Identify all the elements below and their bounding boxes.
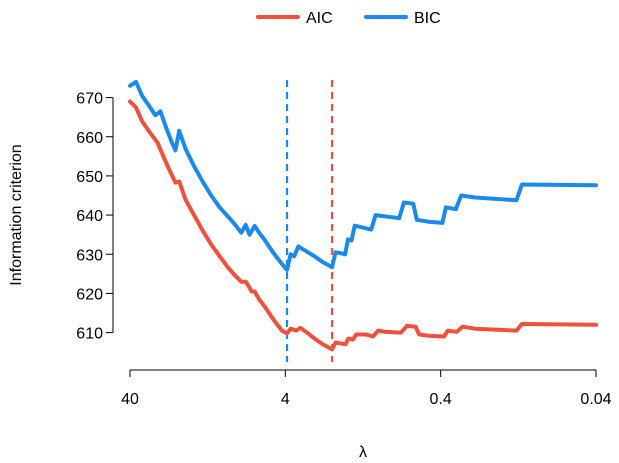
series-line-bic xyxy=(128,79,598,272)
plot-area xyxy=(128,79,598,362)
legend: AIC BIC xyxy=(256,10,441,27)
x-axis-title: λ xyxy=(359,444,367,461)
x-tick-label: 4 xyxy=(281,391,290,408)
y-tick-label: 670 xyxy=(76,91,103,108)
legend-label-aic: AIC xyxy=(306,10,333,27)
series-line-aic xyxy=(128,99,598,352)
x-tick-label: 40 xyxy=(121,391,139,408)
x-tick-label: 0.4 xyxy=(430,391,452,408)
legend-label-bic: BIC xyxy=(414,10,441,27)
x-axis: 40 4 0.4 0.04 xyxy=(121,369,612,408)
y-tick-label: 660 xyxy=(76,130,103,147)
x-tick-label: 0.04 xyxy=(580,391,611,408)
y-tick-label: 640 xyxy=(76,208,103,225)
y-tick-label: 610 xyxy=(76,326,103,343)
y-tick-label: 650 xyxy=(76,169,103,186)
y-tick-label: 630 xyxy=(76,247,103,264)
y-axis-title: Information criterion xyxy=(8,144,25,285)
y-axis: 610 620 630 640 650 660 670 xyxy=(76,91,114,343)
y-tick-label: 620 xyxy=(76,286,103,303)
